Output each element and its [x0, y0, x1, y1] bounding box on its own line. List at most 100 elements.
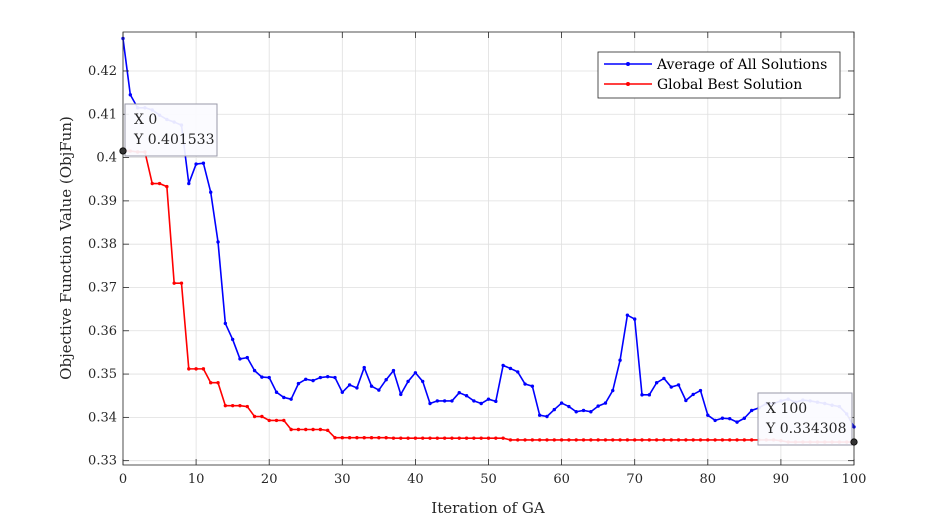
x-tick-label: 50 [480, 472, 497, 487]
datatip-markers [119, 147, 858, 446]
data-point-average [669, 385, 673, 389]
data-point-average [311, 378, 315, 383]
datatip-marker [850, 438, 858, 446]
data-point-average [735, 420, 739, 424]
data-point-average [282, 395, 286, 400]
data-point-average [706, 413, 710, 417]
data-point-global-best [516, 438, 520, 442]
data-point-global-best [150, 181, 154, 186]
data-point-average [567, 404, 571, 409]
legend-marker-global-best [626, 82, 630, 86]
data-point-global-best [377, 436, 381, 440]
data-point-global-best [713, 438, 717, 442]
data-point-average [662, 376, 666, 381]
data-point-average [325, 374, 330, 379]
datatip-marker [119, 147, 127, 155]
data-point-global-best [728, 438, 732, 442]
data-point-global-best [749, 438, 754, 442]
data-point-average [245, 355, 249, 360]
data-point-global-best [340, 436, 344, 440]
datatip-end[interactable]: X 100 Y 0.334308 [757, 392, 853, 446]
y-tick-label: 0.38 [88, 237, 117, 252]
datatip-end-y: Y 0.334308 [765, 421, 847, 437]
y-tick-label: 0.34 [88, 410, 117, 425]
data-point-average [391, 368, 396, 373]
data-point-global-best [333, 436, 337, 440]
data-point-global-best [530, 438, 535, 442]
data-point-average [216, 240, 220, 244]
data-point-global-best [545, 438, 549, 442]
y-tick-label: 0.42 [88, 64, 117, 79]
data-point-global-best [647, 438, 652, 442]
data-point-global-best [596, 438, 600, 442]
data-point-average [537, 413, 542, 417]
datatip-start[interactable]: X 0 Y 0.401533 [124, 103, 218, 157]
data-point-global-best [369, 436, 374, 440]
data-point-global-best [230, 403, 235, 408]
x-tick-label: 100 [842, 472, 867, 487]
data-point-average [464, 394, 469, 398]
data-point-global-best [625, 438, 630, 442]
data-point-average [230, 337, 235, 342]
data-point-average [260, 375, 264, 379]
data-point-global-best [252, 414, 257, 419]
data-point-global-best [296, 427, 301, 432]
data-point-global-best [179, 281, 184, 285]
data-point-average [625, 313, 630, 317]
axis-ticks: 0 10 20 30 40 50 60 70 80 90 100 0.33 0.34 0.35 0.36 0.… [88, 32, 866, 487]
data-point-average [399, 392, 403, 397]
data-point-average [633, 317, 637, 321]
data-point-average [450, 399, 454, 403]
data-point-global-best [194, 367, 198, 371]
data-point-global-best [442, 436, 447, 440]
data-point-average [713, 418, 717, 423]
data-point-global-best [669, 438, 673, 442]
data-point-global-best [421, 436, 425, 440]
data-point-global-best [486, 436, 491, 440]
data-point-global-best [508, 438, 513, 442]
y-tick-label: 0.33 [88, 454, 117, 469]
datatip-start-box [124, 103, 218, 157]
data-point-average [304, 377, 308, 381]
data-point-average [749, 408, 754, 413]
data-point-average [611, 388, 615, 393]
data-point-global-best [216, 381, 220, 385]
data-point-global-best [274, 418, 279, 423]
data-point-average [647, 393, 652, 397]
x-tick-label: 60 [553, 472, 570, 487]
data-point-global-best [501, 436, 505, 440]
data-point-global-best [238, 403, 242, 408]
data-point-global-best [574, 438, 578, 442]
data-point-global-best [428, 436, 432, 440]
data-point-global-best [611, 438, 615, 442]
x-tick-label: 70 [626, 472, 643, 487]
data-point-global-best [472, 436, 476, 440]
data-point-global-best [691, 438, 695, 442]
data-point-average [252, 368, 257, 373]
data-point-average [494, 399, 498, 404]
data-point-global-best [589, 438, 593, 442]
data-point-global-best [450, 436, 454, 440]
y-tick-label: 0.36 [88, 324, 117, 339]
data-point-global-best [384, 436, 388, 440]
data-point-average [355, 386, 359, 390]
data-point-average [333, 375, 337, 380]
data-point-average [187, 181, 191, 186]
legend-label-average: Average of All Solutions [656, 57, 827, 73]
datatip-end-box [757, 392, 853, 446]
data-point-global-best [245, 404, 249, 409]
data-point-average [516, 370, 520, 374]
data-point-average [384, 378, 388, 382]
datatip-start-x: X 0 [134, 112, 157, 128]
data-point-global-best [391, 436, 396, 440]
data-point-average [684, 398, 688, 403]
y-tick-label: 0.41 [88, 107, 117, 122]
data-point-average [486, 397, 491, 401]
y-tick-label: 0.37 [88, 280, 117, 295]
data-point-average [442, 399, 447, 403]
data-point-global-best [640, 438, 644, 442]
data-point-global-best [479, 436, 483, 440]
data-point-global-best [567, 438, 571, 442]
data-point-average [296, 381, 301, 386]
data-point-global-best [435, 436, 440, 440]
